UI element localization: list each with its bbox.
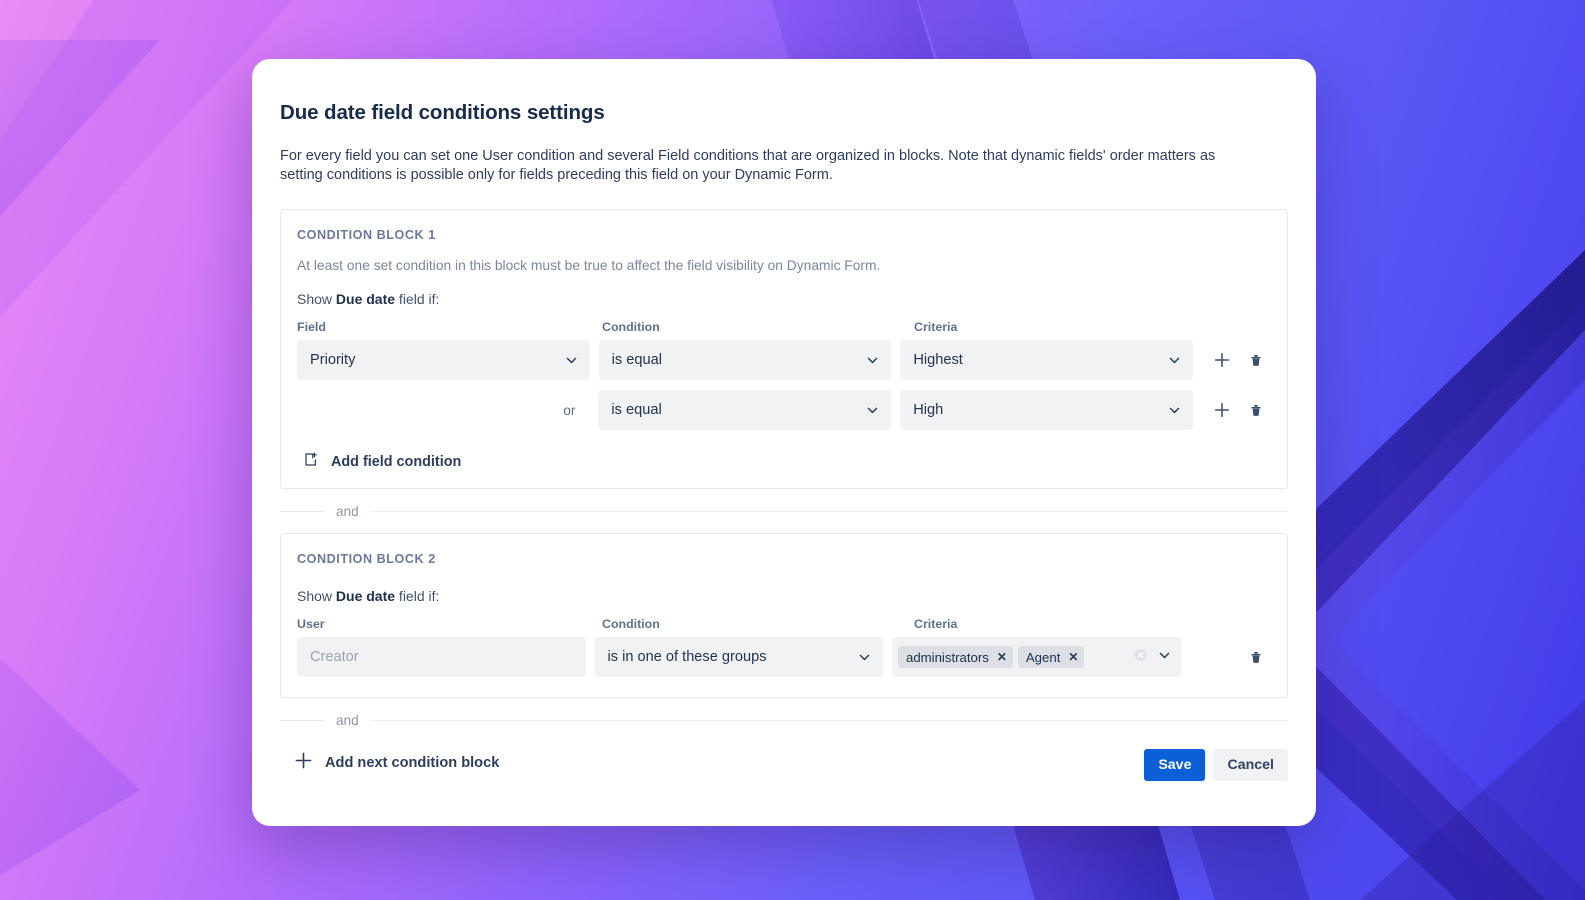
remove-tag-icon[interactable]: ✕ — [996, 650, 1007, 664]
delete-condition-row-2-button[interactable] — [1243, 397, 1269, 423]
divider-line-right — [370, 510, 1288, 512]
condition-row-1: Priority is equal Highest — [289, 340, 1269, 380]
condition-block-1: CONDITION BLOCK 1 At least one set condi… — [280, 209, 1288, 489]
field-select-row-1[interactable]: Priority — [297, 340, 590, 380]
chevron-down-icon — [565, 354, 578, 367]
condition-row-2: or is equal High — [289, 390, 1269, 430]
divider-line-left — [280, 510, 324, 512]
dialog-footer: Save Cancel — [1144, 749, 1288, 781]
divider-line-right — [370, 719, 1288, 721]
chevron-down-icon — [866, 404, 879, 417]
condition-block-2-title: CONDITION BLOCK 2 — [297, 552, 436, 566]
criteria-tag-label: Agent — [1025, 649, 1061, 665]
chevron-down-icon[interactable] — [1158, 649, 1171, 666]
column-header-user: User — [297, 617, 325, 631]
column-header-condition: Condition — [602, 320, 660, 334]
criteria-tag[interactable]: administrators ✕ — [898, 646, 1013, 668]
block-divider-1-label: and — [336, 503, 359, 519]
cancel-button[interactable]: Cancel — [1213, 749, 1288, 781]
add-field-condition-label: Add field condition — [331, 454, 462, 470]
block-divider-1: and — [280, 500, 1288, 522]
show-prefix: Show — [297, 588, 336, 604]
condition-block-1-title: CONDITION BLOCK 1 — [297, 228, 436, 242]
conditions-settings-dialog: Due date field conditions settings For e… — [252, 59, 1316, 826]
delete-user-condition-button[interactable] — [1243, 644, 1269, 670]
show-suffix: field if: — [395, 588, 440, 604]
dialog-title: Due date field conditions settings — [280, 101, 605, 124]
block-divider-2: and — [280, 709, 1288, 731]
criteria-select-row-1[interactable]: Highest — [900, 340, 1194, 380]
condition-row-2-actions — [1209, 397, 1269, 423]
multiselect-controls — [1133, 648, 1171, 667]
add-condition-row-1-button[interactable] — [1209, 347, 1235, 373]
add-condition-row-2-button[interactable] — [1209, 397, 1235, 423]
condition-block-2-column-headers: User Condition Criteria — [289, 617, 1269, 631]
user-condition-row: Creator is in one of these groups admini… — [289, 637, 1269, 677]
add-next-condition-block-label: Add next condition block — [325, 755, 500, 771]
condition-select-row-1-value: is equal — [611, 352, 662, 368]
condition-block-2-show-label: Show Due date field if: — [289, 588, 1269, 604]
column-header-criteria: Criteria — [914, 617, 958, 631]
column-header-criteria: Criteria — [914, 320, 958, 334]
chevron-down-icon — [866, 354, 879, 367]
delete-condition-row-1-button[interactable] — [1243, 347, 1269, 373]
user-select-value: Creator — [310, 649, 359, 665]
condition-block-1-show-label: Show Due date field if: — [289, 291, 1269, 307]
chevron-down-icon — [1168, 354, 1181, 367]
criteria-select-row-2[interactable]: High — [900, 390, 1194, 430]
condition-row-1-actions — [1209, 347, 1269, 373]
column-header-field: Field — [297, 320, 326, 334]
condition-row-2-joiner: or — [563, 402, 576, 418]
show-prefix: Show — [297, 291, 336, 307]
user-condition-select-value: is in one of these groups — [607, 649, 767, 665]
dialog-description: For every field you can set one User con… — [280, 148, 1216, 183]
condition-block-1-column-headers: Field Condition Criteria — [289, 320, 1269, 334]
chevron-down-icon — [1168, 404, 1181, 417]
criteria-select-row-2-value: High — [913, 402, 944, 418]
remove-tag-icon[interactable]: ✕ — [1068, 650, 1079, 664]
column-header-condition: Condition — [602, 617, 660, 631]
show-field-name: Due date — [335, 291, 396, 307]
add-field-condition-button[interactable]: Add field condition — [289, 452, 461, 472]
condition-select-row-2-value: is equal — [611, 402, 662, 418]
clear-all-icon[interactable] — [1133, 648, 1148, 667]
block-divider-2-label: and — [336, 712, 359, 728]
add-document-icon — [304, 452, 319, 472]
condition-select-row-1[interactable]: is equal — [598, 340, 892, 380]
divider-line-left — [280, 719, 324, 721]
chevron-down-icon — [858, 651, 871, 664]
criteria-tag-label: administrators — [906, 649, 989, 665]
save-button[interactable]: Save — [1144, 749, 1206, 781]
user-select[interactable]: Creator — [297, 637, 586, 677]
plus-icon — [294, 751, 313, 775]
criteria-tag[interactable]: Agent ✕ — [1017, 646, 1085, 668]
condition-select-row-2[interactable]: is equal — [598, 390, 892, 430]
show-suffix: field if: — [395, 291, 440, 307]
condition-block-1-note: At least one set condition in this block… — [297, 258, 881, 273]
condition-block-2: CONDITION BLOCK 2 Show Due date field if… — [280, 533, 1288, 698]
user-condition-select[interactable]: is in one of these groups — [594, 637, 883, 677]
user-condition-row-actions — [1197, 644, 1269, 670]
add-next-condition-block-button[interactable]: Add next condition block — [280, 751, 499, 775]
user-criteria-multiselect[interactable]: administrators ✕ Agent ✕ — [892, 637, 1182, 677]
criteria-select-row-1-value: Highest — [913, 352, 963, 368]
show-field-name: Due date — [335, 588, 396, 604]
field-select-row-1-value: Priority — [310, 352, 356, 368]
